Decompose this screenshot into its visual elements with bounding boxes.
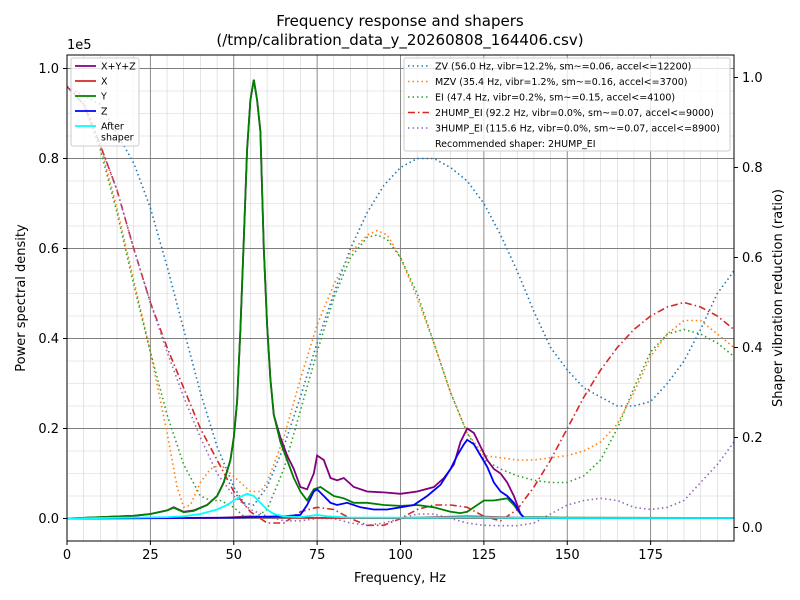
legend-left-label-line: X <box>101 77 108 88</box>
psd-line-3 <box>67 438 734 520</box>
y-tick-label: 0.4 <box>38 332 59 347</box>
chart-subtitle: (/tmp/calibration_data_y_20260808_164406… <box>216 31 583 50</box>
chart-title: Frequency response and shapers <box>276 12 524 30</box>
legend-right-label: 3HUMP_EI (115.6 Hz, vibr=0.0%, sm~=0.07,… <box>435 124 720 135</box>
y2-tick-label: 0.8 <box>742 161 763 176</box>
series-layer <box>67 79 734 527</box>
y2-tick-label: 0.0 <box>742 521 763 536</box>
legend-right-label: MZV (35.4 Hz, vibr=1.2%, sm~=0.16, accel… <box>435 77 687 88</box>
x-tick-label: 25 <box>142 548 159 563</box>
x-tick-label: 100 <box>388 548 413 563</box>
y-tick-label: 0.2 <box>38 422 59 437</box>
legend-right-frame <box>403 57 731 152</box>
legend-left-label: X+Y+Z <box>101 62 136 73</box>
legend-left-label-line: Z <box>101 107 108 118</box>
psd-line-2 <box>67 79 734 520</box>
legend-right-label: EI (47.4 Hz, vibr=0.2%, sm~=0.15, accel<… <box>435 93 675 104</box>
legend-left-label-line: X+Y+Z <box>101 62 136 73</box>
y-scale-label: 1e5 <box>67 38 92 53</box>
y-tick-label: 1.0 <box>38 62 59 77</box>
x-tick-label: 150 <box>555 548 580 563</box>
x-tick-label: 50 <box>225 548 242 563</box>
psd-line-4 <box>67 492 734 520</box>
axes-layer: 0 25 50 75 100 125 150 175 0.0 0.2 0.4 0.6 0.8 1.0 0.0… <box>38 62 762 563</box>
legend-left-label-line: shaper <box>101 133 134 144</box>
x-tick-label: 175 <box>638 548 663 563</box>
recommended-shaper-text: Recommended shaper: 2HUMP_EI <box>435 139 596 150</box>
y2-tick-label: 1.0 <box>742 71 763 86</box>
y-tick-label: 0.8 <box>38 152 59 167</box>
legend-left-label: X <box>101 77 108 88</box>
legend-left-label: After shaper <box>101 122 134 144</box>
y2-axis-label: Shaper vibration reduction (ratio) <box>771 189 786 407</box>
legend-left-label-line: After <box>101 122 124 133</box>
y2-tick-label: 0.6 <box>742 251 763 266</box>
y-tick-label: 0.0 <box>38 512 59 527</box>
legend-left-label: Y <box>100 92 107 103</box>
x-tick-label: 75 <box>309 548 326 563</box>
shaper-line-0 <box>67 85 734 506</box>
x-tick-label: 0 <box>63 548 71 563</box>
x-tick-label: 125 <box>471 548 496 563</box>
legend-left: X+Y+Z XYZ After shaper <box>70 57 140 147</box>
shaper-line-4 <box>67 85 734 527</box>
legend-right: ZV (56.0 Hz, vibr=12.2%, sm~=0.06, accel… <box>403 57 731 152</box>
shaper-line-1 <box>67 85 734 509</box>
legend-left-label-line: Y <box>100 92 107 103</box>
x-axis-label: Frequency, Hz <box>354 571 446 586</box>
y2-tick-label: 0.2 <box>742 431 763 446</box>
y-tick-label: 0.6 <box>38 242 59 257</box>
legend-right-label: 2HUMP_EI (92.2 Hz, vibr=0.0%, sm~=0.07, … <box>435 108 714 119</box>
y-axis-label: Power spectral density <box>14 224 29 372</box>
legend-left-frame <box>70 57 140 147</box>
y2-tick-label: 0.4 <box>742 341 763 356</box>
legend-right-label: ZV (56.0 Hz, vibr=12.2%, sm~=0.06, accel… <box>435 62 691 73</box>
legend-left-label: Z <box>101 107 108 118</box>
